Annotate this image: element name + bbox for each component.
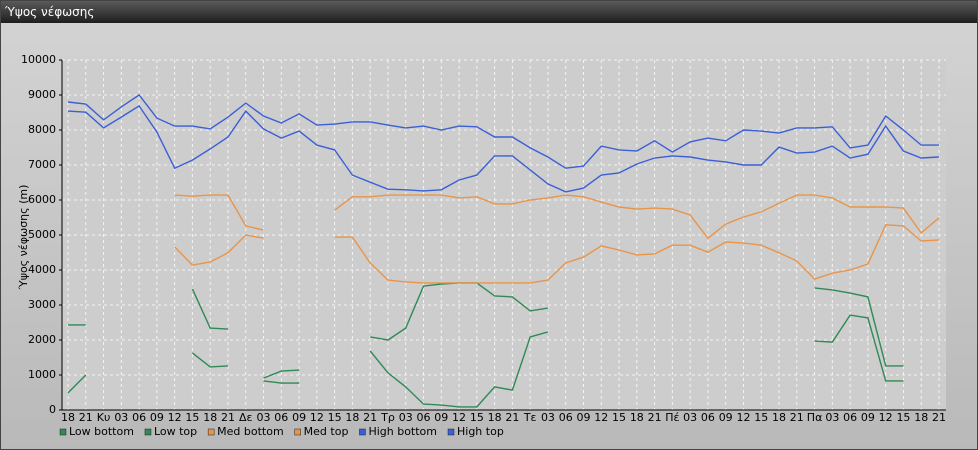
x-tick-label: 18	[61, 411, 75, 424]
x-tick-label: 12	[310, 411, 324, 424]
x-tick-label: 15	[896, 411, 910, 424]
x-tick-label: 09	[434, 411, 448, 424]
plot-area	[62, 60, 946, 410]
x-tick-label: 12	[168, 411, 182, 424]
x-tick-label: 06	[132, 411, 146, 424]
series-line	[67, 314, 904, 408]
x-tick-label: 15	[185, 411, 199, 424]
legend-swatch	[144, 428, 152, 436]
x-tick-label: 03	[257, 411, 271, 424]
x-tick-label: 15	[612, 411, 626, 424]
x-tick-label: 18	[488, 411, 502, 424]
x-tick-label: 09	[861, 411, 875, 424]
x-tick-label: 03	[683, 411, 697, 424]
x-tick-label: 21	[221, 411, 235, 424]
x-tick-label: 18	[203, 411, 217, 424]
x-tick-label: Δε	[239, 411, 253, 424]
y-tick-label: 5000	[28, 228, 56, 241]
x-tick-label: 15	[328, 411, 342, 424]
x-tick-label: Τρ	[380, 411, 395, 424]
x-tick-label: 06	[843, 411, 857, 424]
x-tick-label: 18	[772, 411, 786, 424]
series-line	[174, 194, 940, 240]
x-tick-label: Πέ	[665, 411, 679, 424]
x-tick-label: 18	[630, 411, 644, 424]
y-tick-label: 6000	[28, 193, 56, 206]
legend-swatch	[359, 428, 366, 436]
x-tick-label: 12	[452, 411, 466, 424]
legend-swatch	[207, 428, 215, 436]
y-tick-label: 4000	[28, 263, 56, 276]
x-tick-label: 18	[345, 411, 359, 424]
x-tick-label: 06	[701, 411, 715, 424]
y-tick-label: 3000	[28, 298, 56, 311]
x-tick-label: Κυ	[97, 411, 111, 424]
x-tick-label: 09	[719, 411, 733, 424]
x-tick-label: Τε	[523, 411, 537, 424]
x-tick-label: 03	[825, 411, 839, 424]
y-axis-label: Ύψος νέφωσης (m)	[17, 185, 30, 291]
y-tick-label: 0	[49, 403, 56, 416]
x-tick-label: 06	[559, 411, 573, 424]
y-tick-label: 2000	[28, 333, 56, 346]
legend-label: High top	[457, 425, 504, 438]
legend-swatch	[294, 428, 301, 436]
legend-label: High bottom	[368, 425, 437, 438]
legend-label: Med bottom	[217, 425, 284, 438]
x-tick-label: 12	[736, 411, 750, 424]
x-tick-label: 21	[79, 411, 93, 424]
y-tick-label: 9000	[28, 88, 56, 101]
x-tick-label: 06	[417, 411, 431, 424]
x-tick-label: 03	[399, 411, 413, 424]
x-tick-label: 21	[932, 411, 946, 424]
legend-label: Med top	[304, 425, 349, 438]
legend-swatch	[59, 428, 67, 436]
window-title: Ύψος νέφωσης	[1, 1, 977, 23]
x-tick-label: 21	[363, 411, 377, 424]
x-tick-label: Πα	[807, 411, 823, 424]
y-tick-label: 7000	[28, 158, 56, 171]
y-tick-label: 8000	[28, 123, 56, 136]
x-tick-label: 09	[576, 411, 590, 424]
y-tick-label: 10000	[21, 53, 56, 66]
series-line	[67, 104, 940, 193]
x-tick-label: 21	[648, 411, 662, 424]
x-tick-label: 12	[594, 411, 608, 424]
series-line	[174, 224, 940, 284]
x-tick-label: 12	[879, 411, 893, 424]
x-tick-label: 18	[914, 411, 928, 424]
x-tick-label: 06	[274, 411, 288, 424]
x-tick-label: 03	[114, 411, 128, 424]
series-line	[67, 94, 939, 169]
x-tick-label: 15	[754, 411, 768, 424]
x-tick-label: 03	[541, 411, 555, 424]
x-tick-label: 21	[505, 411, 519, 424]
chart: Ύψος νέφωσης (m) 0 1000 2000 3000 4000 5000 60…	[17, 53, 946, 438]
x-tick-label: 15	[470, 411, 484, 424]
series-line	[68, 282, 904, 379]
legend-label: Low bottom	[69, 425, 134, 438]
y-tick-label: 1000	[28, 368, 56, 381]
x-tick-label: 09	[150, 411, 164, 424]
x-tick-label: 21	[790, 411, 804, 424]
x-tick-label: 09	[292, 411, 306, 424]
legend-swatch	[447, 428, 455, 436]
legend-label: Low top	[154, 425, 197, 438]
